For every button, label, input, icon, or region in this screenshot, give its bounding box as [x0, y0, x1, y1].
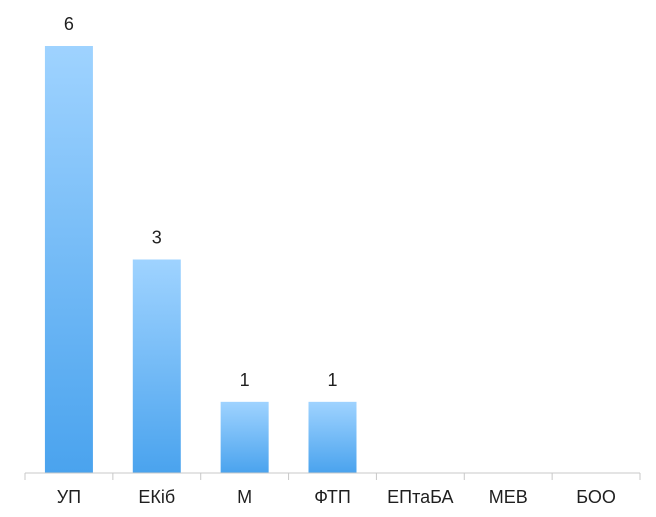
data-label-cat-3: 1: [240, 370, 250, 390]
x-tick-label-cat-1: УП: [57, 487, 81, 507]
data-label-cat-4: 1: [327, 370, 337, 390]
x-axis: [24, 472, 641, 480]
x-tick-label-cat-5: ЕПтаБА: [387, 487, 453, 507]
x-tick-labels: УП ЕКіб М ФТП ЕПтаБА МЕВ БОО: [57, 487, 616, 507]
bars-layer: [44, 46, 357, 473]
bar-cat-2: [132, 259, 181, 473]
bar-cat-1: [44, 46, 93, 473]
data-labels-layer: 6 3 1 1: [64, 14, 338, 390]
data-label-cat-2: 3: [152, 228, 162, 248]
bar-cat-4: [308, 401, 357, 473]
bar-cat-3: [220, 401, 269, 473]
x-tick-label-cat-3: М: [237, 487, 252, 507]
x-tick-label-cat-2: ЕКіб: [138, 487, 175, 507]
x-tick-label-cat-4: ФТП: [314, 487, 351, 507]
x-tick-label-cat-7: БОО: [576, 487, 616, 507]
data-label-cat-1: 6: [64, 14, 74, 34]
x-tick-label-cat-6: МЕВ: [489, 487, 528, 507]
